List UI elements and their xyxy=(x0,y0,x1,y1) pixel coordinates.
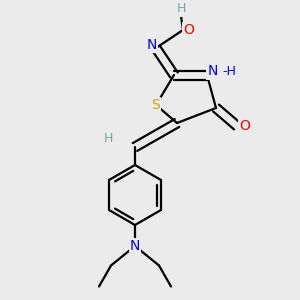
Text: O: O xyxy=(184,23,194,37)
Text: N: N xyxy=(207,64,218,78)
Text: N: N xyxy=(146,38,157,52)
Text: N: N xyxy=(130,239,140,253)
Text: -H: -H xyxy=(223,65,236,78)
Text: S: S xyxy=(152,98,160,112)
Text: H: H xyxy=(103,131,113,145)
Text: O: O xyxy=(239,119,250,133)
Text: H: H xyxy=(177,2,186,16)
